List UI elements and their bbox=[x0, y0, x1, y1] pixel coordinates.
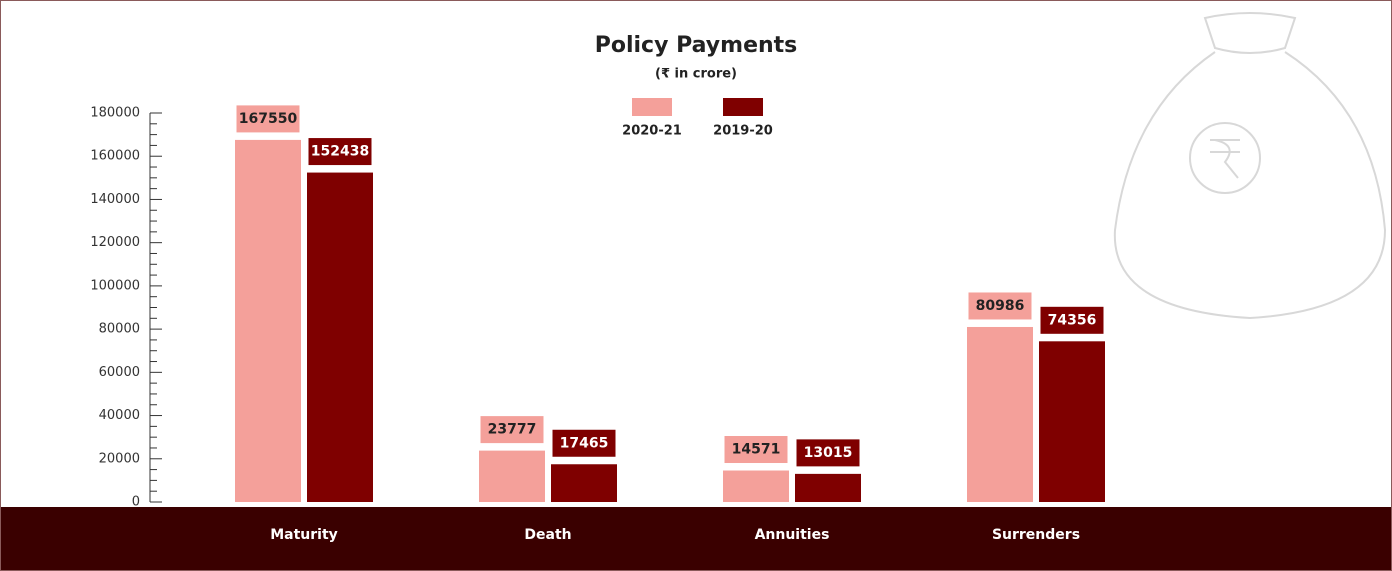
bar bbox=[307, 172, 373, 502]
x-tick-label: Death bbox=[524, 527, 571, 543]
value-label-bg bbox=[721, 433, 791, 467]
bar bbox=[967, 326, 1033, 502]
bar bbox=[479, 450, 545, 502]
value-label: 80986 bbox=[976, 298, 1025, 314]
money-bag-icon bbox=[1113, 12, 1387, 320]
value-label: 14571 bbox=[732, 442, 781, 458]
y-tick-label: 80000 bbox=[99, 322, 140, 337]
value-label: 17465 bbox=[560, 435, 609, 451]
bar bbox=[235, 139, 301, 503]
y-tick-label: 160000 bbox=[90, 149, 140, 164]
value-label: 152438 bbox=[311, 144, 369, 160]
value-label-bg bbox=[233, 102, 303, 136]
y-tick-label: 180000 bbox=[90, 106, 140, 121]
bar bbox=[795, 473, 861, 502]
value-label: 74356 bbox=[1048, 312, 1097, 328]
y-tick-label: 140000 bbox=[90, 192, 140, 207]
value-label-bg bbox=[477, 413, 547, 447]
bar bbox=[551, 464, 617, 502]
legend-label: 2019-20 bbox=[713, 124, 773, 139]
value-label-bg bbox=[305, 135, 375, 169]
y-tick-label: 20000 bbox=[99, 451, 140, 466]
value-label-bg bbox=[1037, 303, 1107, 337]
bar bbox=[1039, 341, 1105, 502]
x-tick-label: Annuities bbox=[755, 527, 830, 543]
value-label: 167550 bbox=[239, 111, 298, 127]
value-label-bg bbox=[793, 436, 863, 470]
legend-swatch bbox=[723, 98, 763, 116]
value-label-bg bbox=[965, 289, 1035, 323]
y-tick-label: 0 bbox=[132, 495, 140, 510]
category-band bbox=[1, 507, 1391, 570]
value-label: 13015 bbox=[804, 445, 853, 461]
legend-label: 2020-21 bbox=[622, 124, 682, 139]
x-tick-label: Maturity bbox=[270, 527, 338, 543]
value-label-bg bbox=[549, 426, 619, 460]
chart-subtitle: (₹ in crore) bbox=[655, 67, 737, 82]
y-tick-label: 40000 bbox=[99, 408, 140, 423]
value-label: 23777 bbox=[488, 422, 537, 438]
x-tick-label: Surrenders bbox=[992, 527, 1080, 543]
y-tick-label: 120000 bbox=[90, 235, 140, 250]
y-tick-label: 60000 bbox=[99, 365, 140, 380]
legend-swatch bbox=[632, 98, 672, 116]
chart-title: Policy Payments bbox=[595, 33, 798, 58]
bar bbox=[723, 470, 789, 502]
y-tick-label: 100000 bbox=[90, 278, 140, 293]
